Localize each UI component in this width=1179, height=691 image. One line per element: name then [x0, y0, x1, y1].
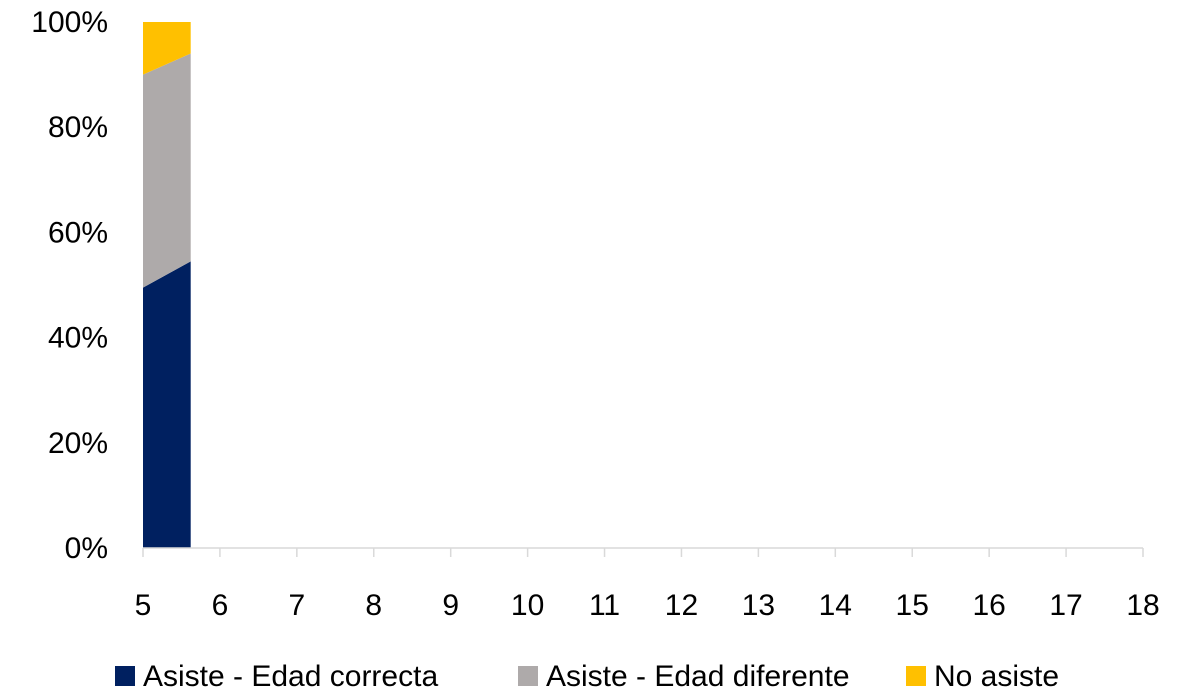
- legend-item: No asiste: [906, 660, 1059, 691]
- legend-swatch: [115, 666, 135, 686]
- x-tick-label: 7: [289, 589, 306, 622]
- y-tick-label: 80%: [48, 111, 108, 144]
- legend-item: Asiste - Edad diferente: [518, 660, 850, 691]
- x-tick-label: 10: [511, 589, 544, 622]
- y-tick-label: 60%: [48, 216, 108, 249]
- legend-swatch: [518, 666, 538, 686]
- area-series-asiste-edad-diferente: [143, 53, 191, 288]
- x-tick-label: 11: [589, 589, 620, 622]
- area-series-asiste-edad-correcta: [143, 261, 191, 548]
- x-tick-label: 14: [819, 589, 852, 622]
- legend-swatch: [906, 666, 926, 686]
- x-tick-label: 16: [972, 589, 1005, 622]
- area-series-no-asiste: [143, 22, 191, 75]
- x-tick-label: 17: [1049, 589, 1082, 622]
- legend-item: Asiste - Edad correcta: [115, 660, 438, 691]
- x-tick-label: 6: [212, 589, 229, 622]
- y-axis-ticks: 0% 20% 40% 60% 80% 100%: [31, 6, 108, 565]
- plot-area: [143, 22, 191, 548]
- x-tick-label: 9: [442, 589, 459, 622]
- y-tick-label: 40%: [48, 322, 108, 355]
- x-tick-label: 13: [742, 589, 775, 622]
- x-tick-label: 5: [135, 589, 152, 622]
- y-tick-label: 0%: [65, 532, 108, 565]
- x-axis-ticks: 5 6 7 8 9 10 11 12 13 14 15 16 17 18: [135, 548, 1160, 622]
- y-tick-label: 20%: [48, 427, 108, 460]
- legend-label: No asiste: [934, 660, 1059, 691]
- legend: Asiste - Edad correcta Asiste - Edad dife…: [115, 660, 1059, 691]
- x-tick-label: 18: [1126, 589, 1159, 622]
- legend-label: Asiste - Edad diferente: [546, 660, 850, 691]
- x-tick-label: 15: [896, 589, 929, 622]
- y-tick-label: 100%: [31, 6, 108, 39]
- x-tick-label: 8: [365, 589, 382, 622]
- legend-label: Asiste - Edad correcta: [143, 660, 438, 691]
- x-tick-label: 12: [665, 589, 698, 622]
